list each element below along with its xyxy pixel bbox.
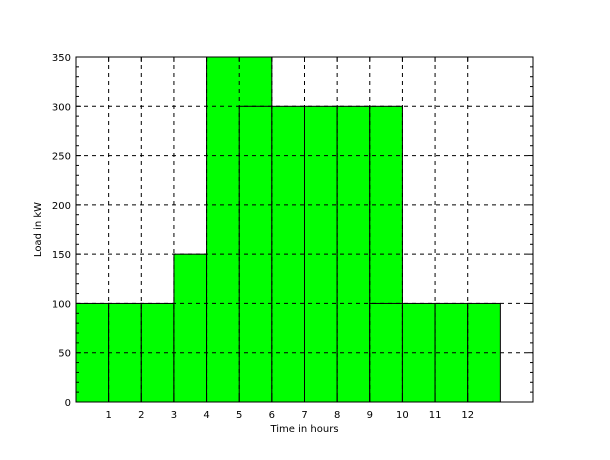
y-tick-label-100: 100 bbox=[52, 299, 71, 310]
x-axis-label: Time in hours bbox=[269, 424, 338, 435]
x-tick-label-1: 1 bbox=[105, 410, 111, 421]
x-tick-label-3: 3 bbox=[171, 410, 177, 421]
x-tick-label-12: 12 bbox=[461, 410, 474, 421]
grid-layer bbox=[76, 57, 533, 402]
x-tick-label-8: 8 bbox=[334, 410, 340, 421]
y-tick-label-0: 0 bbox=[65, 398, 71, 409]
x-tick-label-11: 11 bbox=[429, 410, 442, 421]
bars-layer bbox=[75, 56, 501, 403]
x-tick-label-10: 10 bbox=[396, 410, 409, 421]
y-tick-label-200: 200 bbox=[52, 201, 71, 212]
x-tick-label-2: 2 bbox=[138, 410, 144, 421]
y-tick-label-300: 300 bbox=[52, 102, 71, 113]
y-tick-label-150: 150 bbox=[52, 250, 71, 261]
x-tick-label-7: 7 bbox=[301, 410, 307, 421]
x-tick-label-5: 5 bbox=[236, 410, 242, 421]
x-tick-label-4: 4 bbox=[203, 410, 209, 421]
bar-4 bbox=[173, 253, 208, 403]
y-tick-label-250: 250 bbox=[52, 152, 71, 163]
y-axis-label: Load in kW bbox=[33, 202, 44, 257]
x-tick-label-9: 9 bbox=[367, 410, 373, 421]
x-tick-label-6: 6 bbox=[269, 410, 275, 421]
y-tick-label-350: 350 bbox=[52, 53, 71, 64]
y-tick-label-50: 50 bbox=[58, 349, 71, 360]
